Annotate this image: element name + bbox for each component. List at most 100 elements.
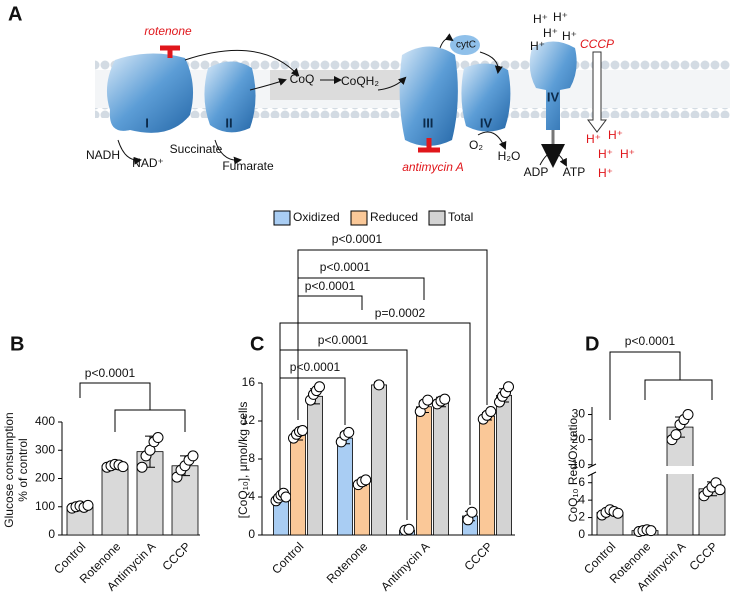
legend-swatch bbox=[428, 210, 446, 226]
bar bbox=[290, 434, 306, 536]
arrow bbox=[214, 139, 242, 165]
annotation: p<0.0001 bbox=[318, 333, 369, 347]
proton: H⁺ bbox=[553, 10, 568, 24]
annotation: p<0.0001 bbox=[332, 232, 383, 246]
complex-label: IV bbox=[480, 115, 493, 130]
y-axis-title: CoQ₁₀ Red/Ox ratio bbox=[566, 417, 580, 522]
metabolite: ATP bbox=[563, 165, 585, 179]
data-point bbox=[670, 429, 682, 441]
arrow bbox=[184, 49, 300, 77]
y-tick-label: 100 bbox=[35, 499, 55, 513]
legend-label: Reduced bbox=[370, 210, 418, 224]
legend-label: Total bbox=[448, 210, 473, 224]
arrow bbox=[439, 33, 454, 49]
proton: H⁺ bbox=[586, 132, 601, 146]
y-tick-label: 10 bbox=[572, 457, 586, 471]
diagram: A rotenone I II CoQ CoQH₂ cytC III IV IV bbox=[8, 3, 730, 180]
bar bbox=[433, 401, 449, 536]
significance-bracket bbox=[79, 382, 186, 432]
arrow bbox=[117, 139, 142, 165]
y-tick-label: 12 bbox=[242, 413, 256, 427]
annotation: p<0.0001 bbox=[625, 334, 676, 348]
data-point bbox=[280, 491, 292, 503]
data-point bbox=[297, 425, 308, 436]
metabolite: cytC bbox=[456, 40, 476, 51]
data-point bbox=[403, 523, 415, 535]
complex-label: III bbox=[423, 115, 434, 130]
x-tick-label: Control bbox=[269, 539, 306, 576]
arrow bbox=[479, 51, 503, 74]
data-point bbox=[117, 461, 129, 473]
y-tick-label: 0 bbox=[248, 527, 255, 541]
inhibitor-label: antimycin A bbox=[402, 160, 464, 174]
arrow bbox=[477, 131, 507, 150]
panel-label: C bbox=[250, 333, 264, 355]
arrow bbox=[249, 78, 287, 91]
y-tick-label: 4 bbox=[578, 492, 585, 506]
complex-iii bbox=[399, 46, 458, 146]
panel-label: D bbox=[585, 333, 599, 355]
data-point bbox=[422, 394, 434, 406]
cytc bbox=[450, 35, 480, 55]
annotation: p<0.0001 bbox=[290, 360, 341, 374]
y-tick-label: 30 bbox=[572, 407, 586, 421]
data-point bbox=[612, 507, 624, 519]
panel-label: B bbox=[10, 333, 24, 355]
y-tick-label: 16 bbox=[242, 375, 256, 389]
complex-iv bbox=[461, 63, 511, 132]
y-axis-title: Glucose consumption bbox=[2, 412, 16, 527]
metabolite: O₂ bbox=[469, 138, 483, 152]
data-point bbox=[466, 506, 478, 518]
data-point bbox=[343, 426, 355, 438]
data-point bbox=[152, 432, 164, 444]
data-point bbox=[485, 406, 497, 417]
bar bbox=[666, 426, 694, 536]
proton: H⁺ bbox=[530, 39, 545, 53]
x-tick-label: Antimycin A bbox=[378, 539, 432, 593]
bar bbox=[101, 465, 129, 536]
y-tick-label: 4 bbox=[248, 489, 255, 503]
panel-label: A bbox=[8, 3, 22, 25]
x-tick-label: Rotenone bbox=[324, 539, 371, 586]
data-point bbox=[682, 409, 694, 421]
bar bbox=[307, 395, 323, 536]
data-point bbox=[645, 525, 657, 537]
legend-swatch bbox=[273, 210, 291, 226]
data-point bbox=[187, 450, 199, 462]
complex-label: IV bbox=[547, 89, 560, 104]
complex-label: I bbox=[145, 115, 149, 130]
data-point bbox=[714, 484, 726, 496]
metabolite: Succinate bbox=[170, 142, 223, 156]
data-point bbox=[82, 499, 94, 511]
significance-bracket bbox=[609, 351, 713, 420]
legend-label: Oxidized bbox=[293, 210, 340, 224]
y-tick-label: 20 bbox=[572, 432, 586, 446]
complex-i bbox=[106, 53, 194, 133]
proton: H⁺ bbox=[533, 12, 548, 26]
metabolite: CoQ bbox=[290, 72, 315, 86]
legend-swatch bbox=[350, 210, 368, 226]
proton: H⁺ bbox=[598, 166, 613, 180]
y-tick-label: 6 bbox=[578, 475, 585, 489]
axis-break bbox=[666, 466, 694, 474]
bar bbox=[479, 415, 495, 536]
bar bbox=[371, 384, 387, 536]
y-tick-label: 300 bbox=[35, 442, 55, 456]
complex-label: II bbox=[225, 115, 232, 130]
bar bbox=[416, 406, 432, 536]
inhibitor-label: rotenone bbox=[144, 24, 192, 38]
complex-ii bbox=[204, 61, 256, 133]
inhibitor bbox=[160, 45, 180, 58]
data-point bbox=[503, 381, 514, 393]
x-tick-label: CCCP bbox=[686, 539, 720, 573]
data-point bbox=[314, 381, 325, 393]
data-point bbox=[136, 461, 148, 473]
significance-bracket bbox=[297, 295, 363, 420]
x-tick-label: CCCP bbox=[461, 539, 495, 573]
significance-bracket bbox=[279, 377, 346, 490]
x-tick-label: CCCP bbox=[159, 539, 193, 573]
metabolite: H₂O bbox=[498, 149, 521, 163]
bar bbox=[354, 482, 370, 536]
y-tick-label: 8 bbox=[248, 451, 255, 465]
